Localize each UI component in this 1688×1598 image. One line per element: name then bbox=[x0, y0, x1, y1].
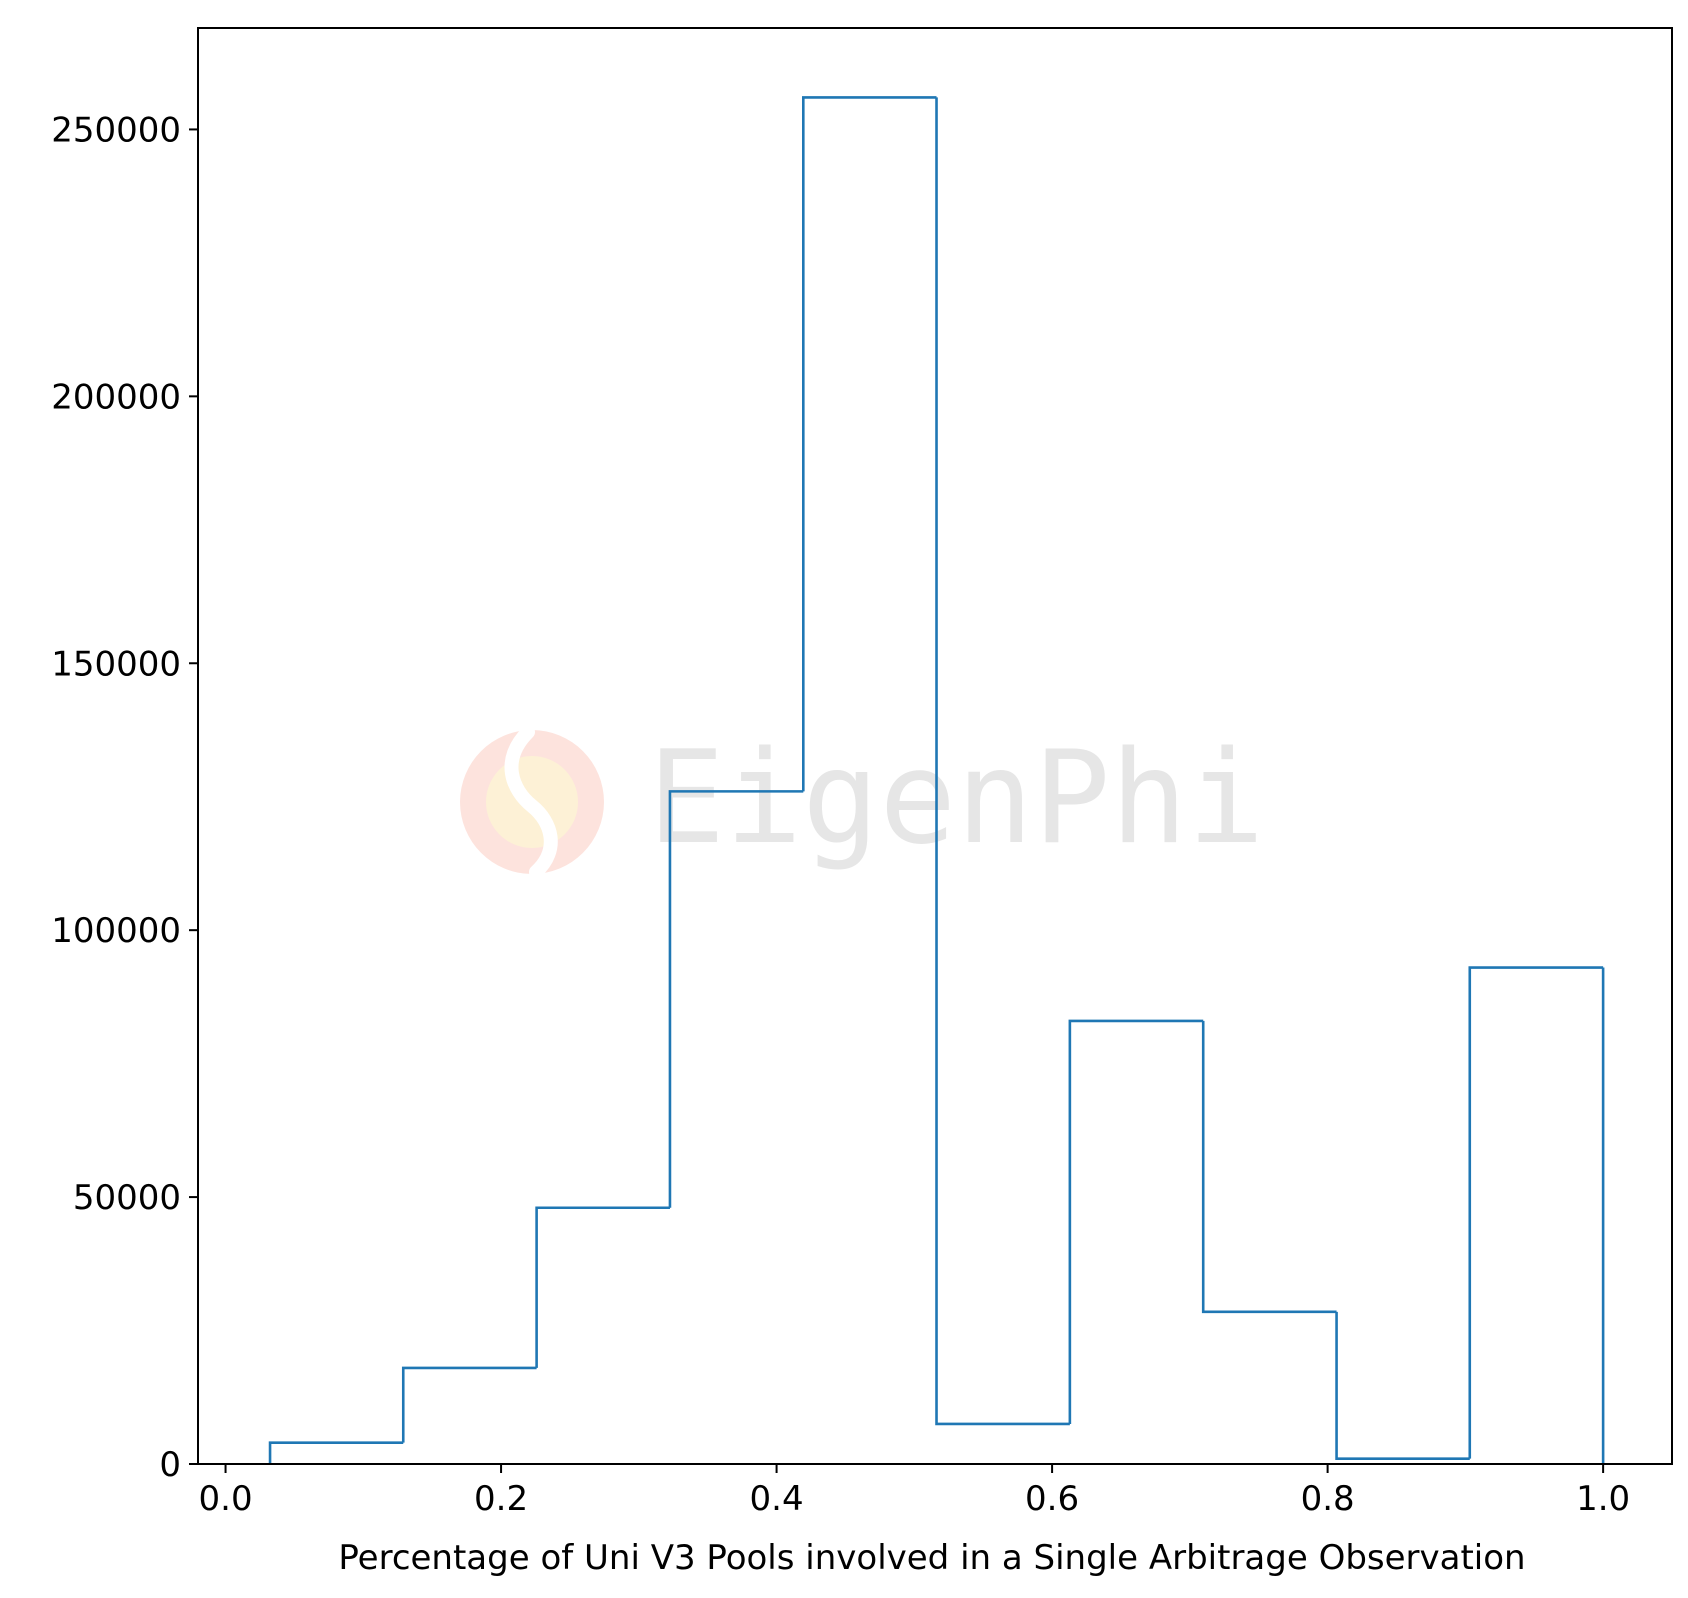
x-tick-label: 0.0 bbox=[199, 1479, 253, 1519]
x-tick-label: 1.0 bbox=[1576, 1479, 1630, 1519]
x-tick-label: 0.4 bbox=[750, 1479, 804, 1519]
plot-area bbox=[197, 27, 1673, 1465]
y-tick-label: 200000 bbox=[51, 377, 181, 417]
watermark-text: EigenPhi bbox=[648, 724, 1265, 873]
histogram-bin-7 bbox=[1201, 1020, 1337, 1314]
histogram-bin-4 bbox=[802, 96, 937, 792]
eigenphi-logo-icon bbox=[460, 725, 604, 879]
x-tick-label: 0.8 bbox=[1301, 1479, 1355, 1519]
histogram-bin-5 bbox=[935, 97, 1070, 1426]
y-tick-label: 100000 bbox=[51, 911, 181, 951]
y-tick-label: 0 bbox=[159, 1445, 181, 1485]
histogram-bin-3 bbox=[668, 790, 804, 1208]
axis-ticks: 0.0 0.2 0.4 0.6 0.8 1.0 0 50000 100000 150000 2000… bbox=[51, 110, 1630, 1519]
histogram-bin-6 bbox=[1068, 1019, 1204, 1424]
x-tick-label: 0.6 bbox=[1025, 1479, 1079, 1519]
x-axis-label: Percentage of Uni V3 Pools involved in a… bbox=[338, 1538, 1525, 1578]
histogram-bin-8 bbox=[1335, 1311, 1470, 1460]
histogram-bin-2 bbox=[535, 1206, 670, 1368]
y-tick-label: 150000 bbox=[51, 644, 181, 684]
eigenphi-watermark: EigenPhi bbox=[460, 724, 1265, 879]
histogram-bin-0 bbox=[268, 1441, 404, 1464]
y-tick-label: 250000 bbox=[51, 110, 181, 150]
y-tick-label: 50000 bbox=[73, 1178, 181, 1218]
histogram-bin-9 bbox=[1468, 966, 1604, 1459]
x-tick-label: 0.2 bbox=[474, 1479, 528, 1519]
histogram-bin-1 bbox=[401, 1366, 537, 1443]
axes-frame bbox=[197, 27, 1673, 1465]
